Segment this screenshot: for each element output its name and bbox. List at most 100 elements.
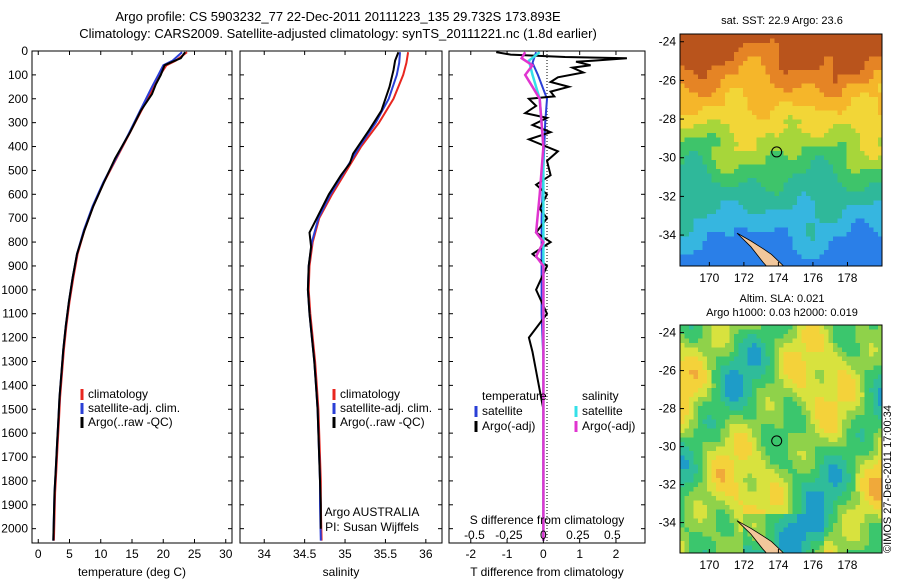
map-cell — [774, 187, 780, 192]
legend-label: salinity — [582, 389, 619, 403]
map-cell — [756, 523, 762, 528]
map-cell — [734, 527, 739, 533]
map-cell — [747, 97, 753, 102]
map-cell — [846, 169, 852, 174]
map-cell — [797, 460, 802, 465]
map-cell — [734, 410, 739, 416]
map-cell — [680, 401, 685, 407]
map-cell — [851, 133, 856, 138]
map-cell — [698, 92, 703, 98]
map-cell — [783, 464, 789, 470]
map-cell — [725, 43, 730, 48]
map-cell — [824, 173, 829, 179]
map-cell — [720, 209, 726, 215]
map-cell — [702, 223, 708, 228]
map-cell — [878, 451, 882, 456]
map-cell — [725, 182, 730, 188]
map-cell — [846, 232, 852, 237]
map-cell — [873, 428, 879, 434]
map-cell — [720, 133, 726, 138]
map-cell — [734, 460, 739, 465]
map-cell — [761, 406, 766, 411]
map-cell — [707, 155, 712, 161]
map-cell — [797, 160, 802, 165]
map-cell — [680, 523, 685, 528]
map-cell — [855, 406, 861, 411]
map-cell — [693, 83, 699, 89]
map-cell — [734, 245, 739, 251]
map-cell — [698, 151, 703, 156]
map-cell — [860, 83, 865, 89]
map-cell — [855, 160, 861, 165]
map-cell — [833, 79, 838, 84]
map-cell — [878, 92, 882, 98]
map-cell — [720, 236, 726, 242]
map-cell — [842, 388, 847, 393]
map-cell — [833, 347, 838, 353]
map-cell — [680, 334, 685, 339]
map-cell — [837, 550, 843, 553]
map-cell — [810, 347, 816, 353]
map-cell — [743, 110, 748, 116]
map-cell — [689, 65, 694, 71]
map-cell — [752, 352, 757, 357]
map-cell — [738, 236, 744, 242]
map-cell — [720, 263, 726, 266]
depth-tick-label: 900 — [8, 259, 28, 273]
map-cell — [734, 509, 739, 515]
map-cell — [815, 209, 820, 215]
map-cell — [878, 442, 882, 447]
map-cell — [846, 514, 852, 519]
map-cell — [738, 137, 744, 143]
map-cell — [680, 514, 685, 519]
map-cell — [819, 415, 825, 420]
map-cell — [729, 410, 735, 416]
map-cell — [878, 397, 882, 402]
map-cell — [689, 160, 694, 165]
map-cell — [842, 424, 847, 429]
map-cell — [689, 415, 694, 420]
map-cell — [747, 487, 753, 492]
map-cell — [837, 365, 843, 371]
map-cell — [873, 47, 879, 53]
map-cell — [860, 406, 865, 411]
map-cell — [792, 388, 798, 393]
map-cell — [702, 455, 708, 461]
map-cell — [792, 419, 798, 425]
map-cell — [819, 460, 825, 465]
map-cell — [684, 65, 690, 71]
map-cell — [801, 428, 807, 434]
map-cell — [878, 469, 882, 474]
map-cell — [783, 496, 789, 501]
map-cell — [761, 97, 766, 102]
map-cell — [833, 101, 838, 107]
map-cell — [873, 79, 879, 84]
map-cell — [729, 365, 735, 371]
map-cell — [707, 92, 712, 98]
map-cell — [756, 415, 762, 420]
map-cell — [752, 365, 757, 371]
map-cell — [720, 61, 726, 66]
map-cell — [761, 500, 766, 506]
map-cell — [689, 473, 694, 479]
map-cell — [752, 124, 757, 129]
map-cell — [801, 97, 807, 102]
map-cell — [716, 419, 721, 425]
map-cell — [864, 523, 870, 528]
map-cell — [788, 155, 793, 161]
map-cell — [734, 182, 739, 188]
salinity-series-climatology — [307, 52, 410, 541]
map-cell — [842, 478, 847, 483]
map-cell — [792, 250, 798, 255]
map-cell — [756, 545, 762, 551]
map-cell — [792, 532, 798, 537]
map-cell — [810, 146, 816, 152]
map-cell — [864, 169, 870, 174]
header-line-1: Argo profile: CS 5903232_77 22-Dec-2011 … — [115, 9, 561, 24]
map-cell — [734, 52, 739, 57]
map-cell — [743, 227, 748, 233]
map-cell — [828, 446, 834, 452]
map-cell — [716, 47, 721, 53]
map-cell — [792, 92, 798, 98]
map-cell — [711, 460, 717, 465]
